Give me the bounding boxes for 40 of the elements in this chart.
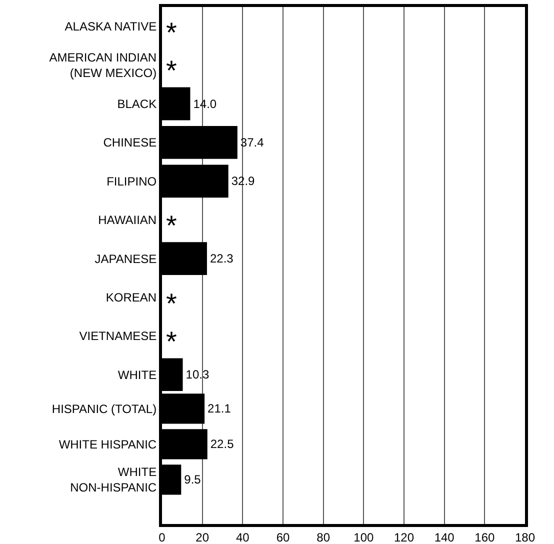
y-tick-label: WHITE NON-HISPANIC (70, 465, 157, 495)
y-tick-label: WHITE HISPANIC (58, 437, 157, 452)
annotation: * (166, 326, 177, 357)
bar (162, 87, 190, 120)
x-tick-label: 60 (276, 530, 290, 544)
y-tick-label: CHINESE (103, 136, 157, 150)
y-tick-label: BLACK (117, 96, 157, 111)
x-tick-label: 0 (158, 530, 166, 544)
x-tick-label: 40 (236, 530, 250, 544)
data-label: 9.5 (184, 472, 202, 487)
x-tick-label: 20 (196, 530, 210, 544)
bar (162, 126, 238, 159)
x-tick-label: 120 (394, 530, 414, 544)
x-tick-label: 140 (434, 530, 455, 544)
annotation: * (166, 55, 177, 86)
y-tick-label: ALASKA NATIVE (64, 20, 157, 34)
data-label: 22.5 (210, 437, 234, 452)
y-tick-label: AMERICAN INDIAN (NEW MEXICO) (49, 50, 157, 80)
y-tick-label: HAWAIIAN (98, 213, 157, 228)
y-tick-label: JAPANESE (94, 252, 157, 266)
annotation: * (166, 210, 177, 241)
data-label: 21.1 (208, 402, 232, 416)
bar (162, 394, 205, 424)
bar (162, 164, 228, 198)
y-tick-label: HISPANIC (TOTAL) (52, 402, 157, 416)
x-tick-label: 160 (474, 530, 495, 544)
x-tick-label: 80 (316, 530, 330, 544)
data-label: 22.3 (210, 252, 234, 266)
y-tick-label: FILIPINO (106, 174, 157, 188)
bar (162, 464, 182, 495)
y-tick-label: WHITE (118, 368, 157, 382)
bar (162, 242, 207, 275)
bar (162, 429, 208, 460)
annotation: * (166, 17, 177, 48)
y-tick-label: VIETNAMESE (79, 329, 157, 344)
annotation: * (166, 288, 177, 319)
bar (162, 358, 183, 392)
x-tick-label: 180 (514, 530, 536, 544)
x-tick-label: 100 (354, 530, 374, 544)
y-tick-label: KOREAN (106, 290, 157, 304)
